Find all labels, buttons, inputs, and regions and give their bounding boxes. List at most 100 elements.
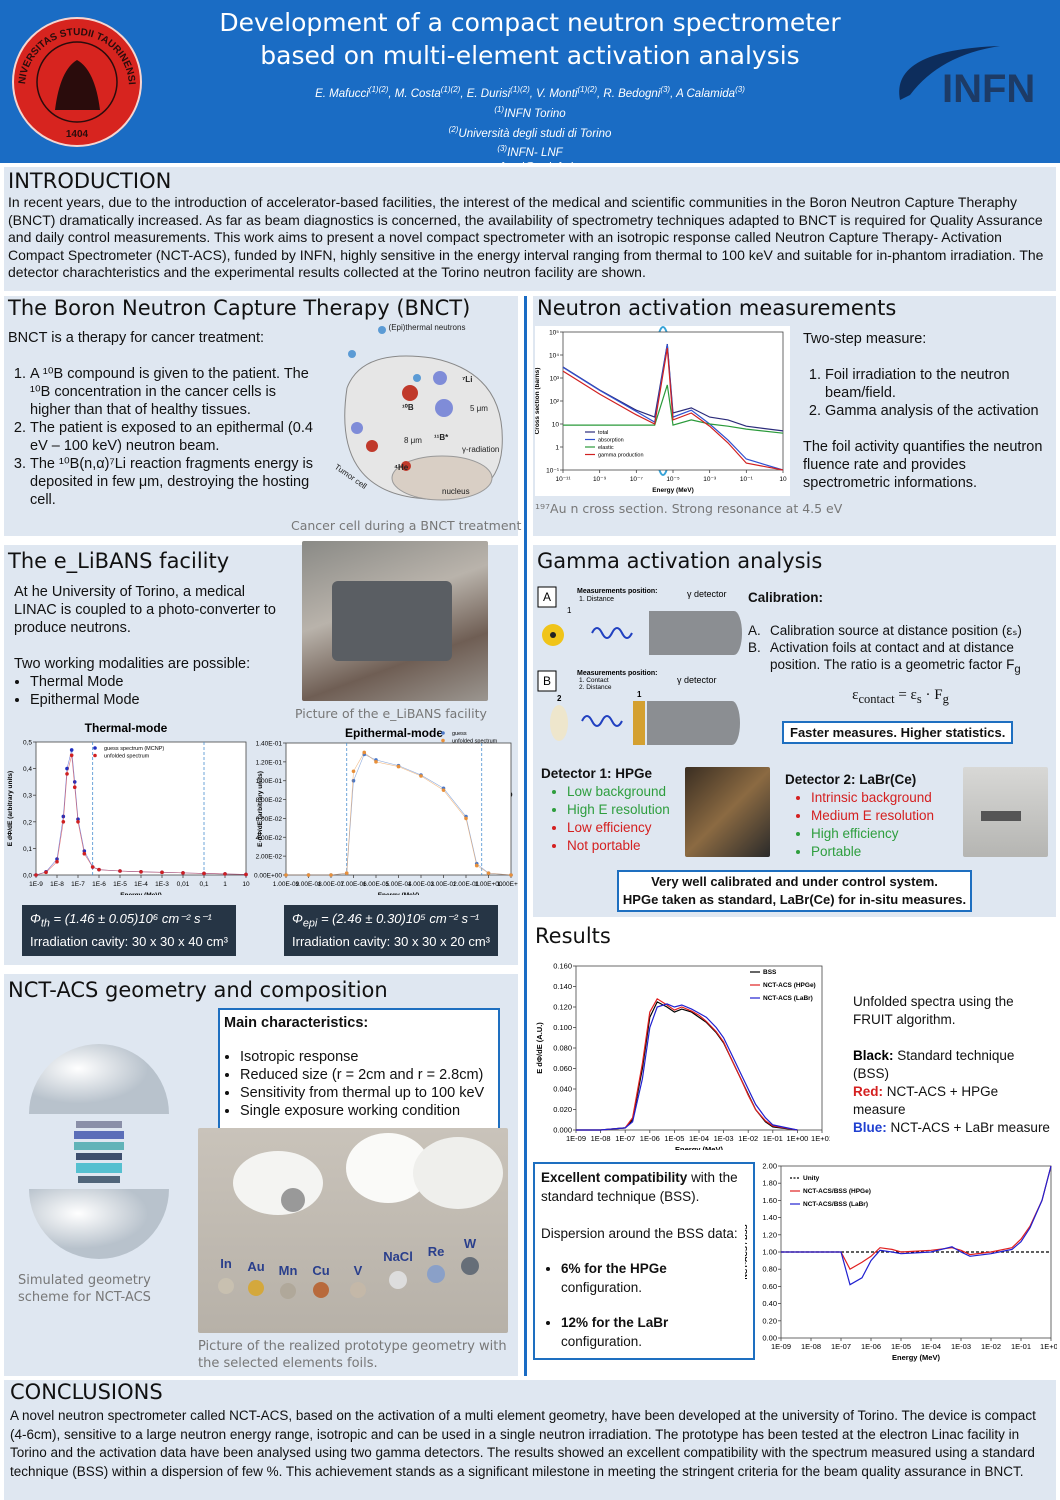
box-label: B [543,674,551,688]
detector-1: Detector 1: HPGe Low backgroundHigh E re… [541,765,691,855]
affiliation: (3)INFN- LNF [150,141,910,161]
y-tick-label: 0,4 [23,766,32,773]
geometry-panel: NCT-ACS geometry and composition Main ch… [4,974,518,1376]
legend-label: NCT-ACS (HPGe) [763,982,816,989]
facility-photo [302,541,488,701]
legend-swatch [441,738,445,743]
y-tick-label: 0.00E+00 [254,873,282,880]
x-tick-label: 1E-03 [714,1134,734,1143]
y-tick-label: 4.00E-02 [256,835,283,842]
figure-label: Measurements position: [577,588,658,595]
bold-text: 6% for the HPGe [561,1261,667,1276]
bold-text: 12% for the LaBr [561,1315,669,1330]
caption: Cancer cell during a BNCT treatment [291,518,522,533]
x-tick-label: 0,01 [177,881,190,888]
y-tick-label: 0.20 [762,1316,777,1325]
caption: Simulated geometry scheme for NCT-ACS [18,1273,151,1305]
figure-label: 1. Contact [579,677,609,684]
bnct-panel: The Boron Neutron Capture Therapy (BNCT)… [4,296,522,536]
heading: The e_LiBANS facility [8,549,230,573]
formula: epi [302,917,318,930]
series-line [35,755,247,876]
x-tick-label: 1E-8 [50,881,64,888]
affiliation-name: Università degli studi di Torino [458,127,612,140]
y-tick-label: 1 [555,445,559,452]
x-tick-label: 1E-01 [1011,1342,1031,1351]
author-affiliation: (1)(2) [510,85,530,94]
x-tick-label: 1E-02 [738,1134,758,1143]
x-tick-label: 1.00E-08 [295,881,322,888]
header: UNIVERSITAS STUDII TAURINENSIS 1404 Deve… [0,0,1060,174]
x-tick-label: 1E-3 [155,881,169,888]
figure-label: Measurements position: [577,670,658,677]
labr-photo [963,767,1048,857]
author-name: A Calamida [676,87,736,100]
x-tick-label: 1E-07 [831,1342,851,1351]
lead: Two-step measure: [803,331,927,347]
element-label: Mn [279,1263,298,1278]
x-tick-label: 10⁻⁹ [593,476,607,483]
y-tick-label: 0.000 [553,1126,572,1135]
affiliation-number: (2) [448,124,459,134]
series-line [562,348,784,471]
chart-title: Epithermal-mode [345,726,443,740]
y-tick-label: 1.20E-01 [256,759,283,766]
data-point [244,872,248,877]
list-item: Sensitivity from thermal up to 100 keV [240,1084,494,1102]
calibration: Calibration: A. Calibration source at dis… [748,589,1053,708]
y-tick-label: 1.40E-01 [256,741,283,748]
element-label: Au [247,1259,264,1274]
figure-label: 8 μm [404,436,422,445]
y-tick-label: 10⁻¹ [546,468,560,475]
lead: Two working modalities are possible: [14,656,251,672]
detector-feature: Not portable [567,837,691,855]
conclusions-text: A novel neutron spectrometer called NCT-… [10,1408,1036,1479]
legend-label: BSS [763,969,777,976]
x-axis-label: Energy (MeV) [652,487,694,494]
formula-part: g [942,691,949,706]
author-affiliation: (1)(2) [577,85,598,94]
x-axis-label: Energy (MeV) [120,892,162,895]
figure-label: nucleus [442,487,470,496]
y-tick-label: 1.40 [762,1213,777,1222]
y-tick-label: 0.120 [553,1003,572,1012]
legend-description: Red: NCT-ACS + HPGe measure [853,1083,1053,1119]
x-tick-label: 1E-9 [29,881,43,888]
figure-label: (Epi)thermal neutrons [389,323,466,332]
legend-label: NCT-ACS (LaBr) [763,995,813,1002]
y-axis-label: E dΦ/dE (arbitrary units) [7,771,14,846]
x-tick-label: 10 [779,476,787,483]
series-line [576,1003,798,1131]
legend-label: total [598,430,608,436]
y-tick-label: 0.00 [762,1334,777,1343]
element-label: NaCl [383,1249,413,1264]
chart-title: Thermal-mode [85,721,168,735]
figure-label: ¹⁰B [402,403,414,412]
y-tick-label: 1.80 [762,1179,777,1188]
legend-label: unfolded spectrum [452,739,498,745]
legend-label: guess [452,731,467,737]
detector-feature: Portable [811,843,965,861]
detector-feature: Medium E resolution [811,807,965,825]
list-item: Thermal Mode [30,673,284,691]
cross-section-chart: ¹⁹⁷Au 10⁻¹¹10⁻⁹10⁻⁷10⁻⁵10⁻³10⁻¹1010⁻¹110… [535,326,790,496]
y-tick-label: 1.00E-01 [256,778,283,785]
x-tick-label: 1.00E-09 [273,881,300,888]
results-side: Unfolded spectra using the FRUIT algorit… [853,993,1053,1137]
author-name: R. Bedogni [603,87,661,100]
plot-area [575,965,823,1131]
caption: Picture of the realized prototype geomet… [198,1339,507,1371]
prototype-photo: In Au Mn Cu V NaCl Re W [198,1128,508,1333]
epithermal-chart: Epithermal-mode <0.01% 96.9% 3.1% 1.00E-… [254,726,518,895]
x-tick-label: 10⁻³ [703,476,717,483]
affiliation-number: (3) [497,144,508,154]
x-tick-label: 1E-09 [566,1134,586,1143]
x-tick-label: 1E-08 [801,1342,821,1351]
intro-panel: INTRODUCTION In recent years, due to the… [4,167,1056,291]
figure-label: ¹¹B* [434,433,449,442]
figure-label: γ detector [677,675,717,685]
bold-text: Excellent compatibility [541,1170,688,1185]
formula-part: = ε [894,686,917,703]
x-tick-label: 10⁻⁵ [666,476,680,483]
